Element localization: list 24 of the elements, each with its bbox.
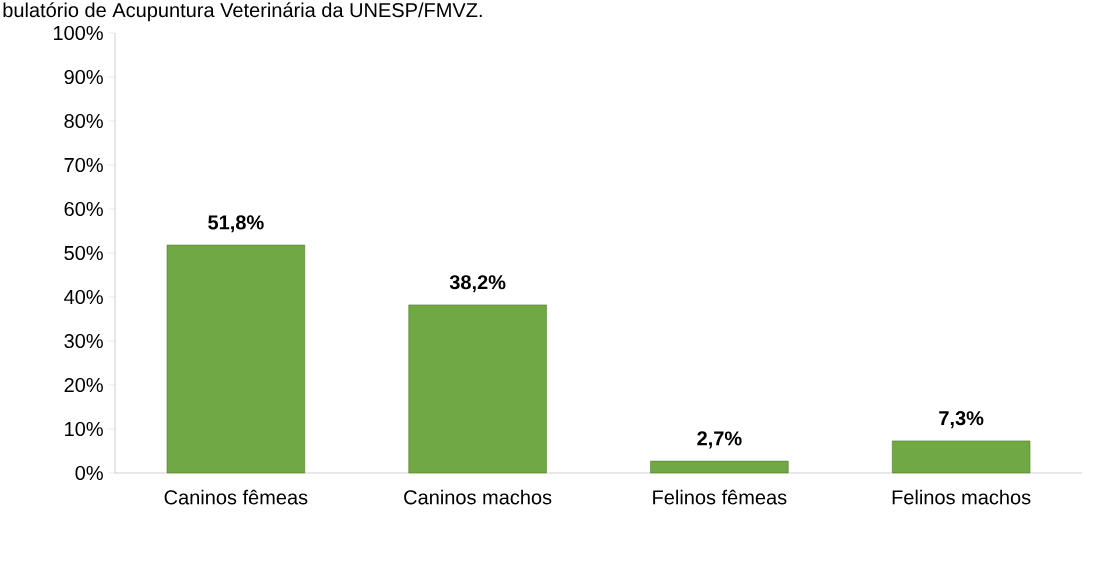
y-tick-label: 100% [54, 25, 103, 41]
data-label: 38,2% [449, 275, 506, 293]
y-tick-label: 50% [64, 245, 103, 261]
x-tick-label: Felinos fêmeas [653, 489, 787, 505]
data-label: 51,8% [208, 215, 264, 233]
bar [891, 440, 1031, 474]
x-tick-label: Caninos fêmeas [164, 489, 308, 505]
bar [408, 304, 547, 474]
bar [650, 460, 789, 474]
y-tick-label: 20% [64, 377, 103, 393]
x-tick-label: Felinos machos [892, 489, 1031, 505]
bar [166, 244, 306, 474]
y-tick-label: 60% [64, 201, 103, 217]
y-tick-label: 30% [64, 333, 103, 349]
y-tick-label: 80% [64, 113, 103, 129]
chart-title: bulatório de Acupuntura Veterinária da UNESP/FMVZ. [3, 2, 482, 22]
y-tick-label: 70% [64, 157, 103, 173]
y-tick-label: 40% [64, 289, 103, 305]
y-tick-label: 90% [64, 69, 103, 85]
y-tick-label: 0% [75, 465, 103, 481]
y-tick-label: 10% [65, 421, 103, 437]
data-label: 2,7% [697, 431, 742, 449]
x-tick-label: Caninos machos [404, 489, 552, 505]
data-label: 7,3% [939, 411, 984, 429]
